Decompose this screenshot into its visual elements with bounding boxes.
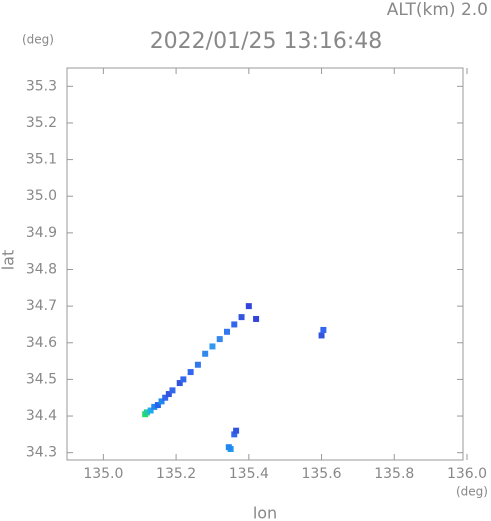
echo-point [225, 444, 232, 451]
echo-point [209, 343, 216, 350]
echo-point [165, 391, 172, 398]
x-tick-label: 135.4 [229, 466, 269, 482]
echo-point [187, 369, 194, 376]
y-tick-label: 34.9 [26, 225, 57, 241]
chart-title: 2022/01/25 13:16:48 [150, 29, 383, 54]
x-axis-label: lon [253, 504, 277, 521]
echo-point [194, 361, 201, 368]
echo-point [231, 321, 238, 328]
echo-point [216, 336, 223, 343]
y-tick-label: 34.5 [26, 371, 57, 387]
echo-point [224, 328, 230, 335]
x-tick-label: 135.2 [156, 466, 196, 482]
echo-point [233, 427, 240, 434]
x-tick-label: 135.8 [374, 466, 414, 482]
y-tick-label: 35.2 [26, 115, 57, 131]
y-tick-label: 34.4 [26, 408, 57, 424]
echo-point [238, 314, 245, 321]
y-tick-label: 34.8 [26, 261, 57, 277]
echo-point [253, 315, 260, 322]
y-tick-label: 34.3 [26, 445, 57, 461]
echo-point [147, 407, 154, 414]
echo-point [245, 303, 252, 310]
x-tick-label: 136.0 [447, 466, 487, 482]
echo-point [320, 326, 327, 333]
echo-point [180, 376, 187, 383]
altitude-label: ALT(km) 2.0 [387, 0, 488, 20]
x-tick-label: 135.6 [301, 466, 341, 482]
echo-point [158, 398, 165, 405]
y-tick-label: 35.1 [26, 152, 57, 168]
echo-point [144, 409, 150, 416]
y-tick-label: 35.3 [26, 78, 57, 94]
y-tick-label: 34.7 [26, 298, 57, 314]
echo-point [169, 387, 176, 394]
x-tick-label: 135.0 [83, 466, 123, 482]
echo-point [151, 403, 158, 410]
echo-point [154, 402, 161, 409]
y-tick-label: 34.6 [26, 335, 57, 351]
echo-point [202, 350, 209, 357]
x-unit: (deg) [456, 485, 488, 499]
echo-point [176, 380, 183, 387]
echo-point [231, 431, 238, 438]
echo-point [162, 394, 169, 401]
y-axis-label: lat [0, 250, 18, 271]
plot-frame [66, 67, 464, 461]
echo-point [318, 332, 325, 339]
y-unit: (deg) [22, 33, 54, 47]
y-tick-label: 35.0 [26, 188, 57, 204]
